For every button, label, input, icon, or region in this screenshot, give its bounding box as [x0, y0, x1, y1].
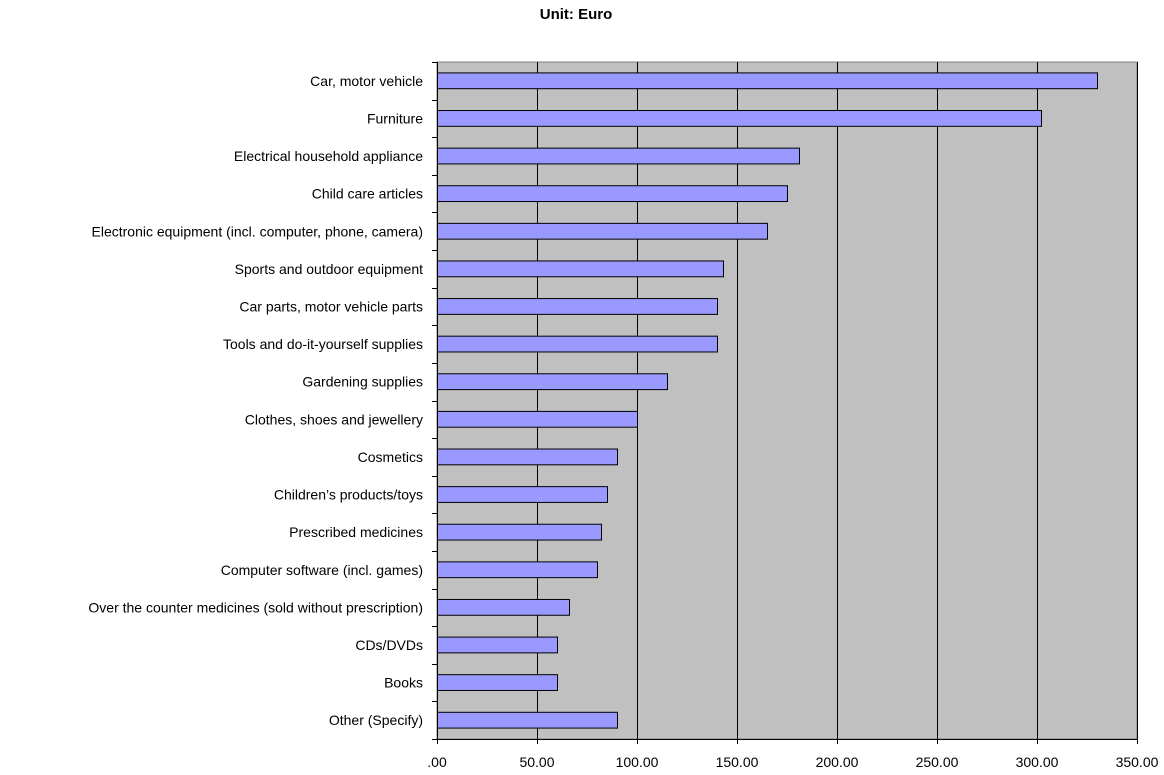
- x-tick-label: 350.00: [1116, 754, 1159, 770]
- bar: [437, 373, 668, 391]
- x-tick-label: 50.00: [519, 754, 554, 770]
- tick-labels: .00 50.00 100.00 150.00 200.00 250.00 300.00 35…: [427, 754, 1158, 770]
- category-label: CDs/DVDs: [355, 637, 423, 653]
- category-label: Children’s products/toys: [274, 487, 423, 503]
- bars: [437, 72, 1098, 729]
- category-label: Cosmetics: [358, 449, 423, 465]
- bar: [437, 711, 618, 729]
- bar: [437, 674, 558, 691]
- category-label: Car, motor vehicle: [310, 73, 423, 89]
- category-label: Furniture: [367, 110, 423, 126]
- category-label: Clothes, shoes and jewellery: [245, 411, 423, 427]
- bar: [437, 260, 724, 278]
- gridlines: [537, 62, 1138, 739]
- bar: [437, 110, 1042, 127]
- bar: [437, 486, 608, 503]
- category-label: Computer software (incl. games): [221, 562, 423, 578]
- x-tick-label: 300.00: [1016, 754, 1059, 770]
- bar: [437, 185, 788, 203]
- bar: [437, 72, 1098, 90]
- category-label: Sports and outdoor equipment: [235, 261, 423, 277]
- bar: [437, 147, 800, 165]
- category-label: Other (Specify): [329, 712, 423, 728]
- x-tick-label: .00: [427, 754, 447, 770]
- bar: [437, 222, 768, 240]
- bar: [437, 598, 570, 616]
- bar: [437, 298, 718, 315]
- bar: [437, 636, 558, 654]
- bar: [437, 335, 718, 353]
- category-label: Gardening supplies: [302, 374, 423, 390]
- category-label: Electronic equipment (incl. computer, ph…: [92, 223, 424, 239]
- category-label: Prescribed medicines: [289, 524, 423, 540]
- x-tick-label: 200.00: [816, 754, 859, 770]
- bar: [437, 523, 602, 541]
- category-label: Electrical household appliance: [234, 148, 423, 164]
- bar: [437, 561, 598, 579]
- category-label: Car parts, motor vehicle parts: [239, 298, 423, 314]
- chart-title: Unit: Euro: [540, 6, 613, 23]
- bar: [437, 410, 638, 428]
- category-label: Over the counter medicines (sold without…: [88, 599, 423, 615]
- x-tick-label: 150.00: [716, 754, 759, 770]
- category-labels: Car, motor vehicle Furniture Electrical ho…: [88, 73, 423, 728]
- x-tick-label: 100.00: [616, 754, 659, 770]
- bar: [437, 448, 618, 466]
- x-tick-label: 250.00: [916, 754, 959, 770]
- category-label: Books: [384, 675, 423, 691]
- category-label: Child care articles: [312, 186, 423, 202]
- axes: [432, 62, 1138, 744]
- plot-area: [436, 61, 1138, 740]
- category-label: Tools and do-it-yourself supplies: [223, 336, 423, 352]
